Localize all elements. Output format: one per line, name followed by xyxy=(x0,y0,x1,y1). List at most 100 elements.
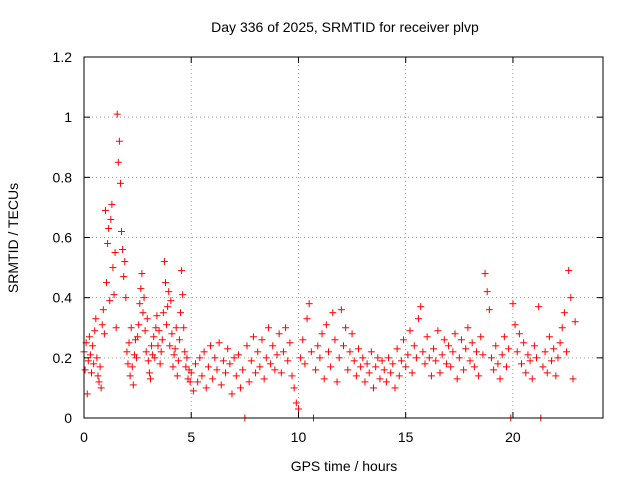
data-point xyxy=(167,297,175,305)
data-point xyxy=(89,342,97,350)
data-point xyxy=(151,354,159,362)
data-point xyxy=(178,267,186,275)
data-point xyxy=(502,363,510,371)
data-point xyxy=(277,369,285,377)
data-point xyxy=(417,303,425,311)
data-point xyxy=(470,363,478,371)
data-point xyxy=(288,372,296,380)
data-point xyxy=(209,375,217,383)
data-point xyxy=(219,357,227,365)
data-point xyxy=(148,342,156,350)
data-point xyxy=(116,179,124,187)
y-tick-label: 0.8 xyxy=(53,169,73,185)
data-point xyxy=(165,288,173,296)
data-point xyxy=(348,330,356,338)
data-point xyxy=(128,363,136,371)
data-point xyxy=(483,288,491,296)
y-axis-label: SRMTID / TECUs xyxy=(5,183,21,293)
data-point xyxy=(548,357,556,365)
data-point xyxy=(163,321,171,329)
data-point xyxy=(292,399,300,407)
data-point xyxy=(372,363,380,371)
data-point xyxy=(252,369,260,377)
data-point xyxy=(107,215,115,223)
data-point xyxy=(84,357,92,365)
data-point xyxy=(120,273,128,281)
y-tick-label: 0 xyxy=(64,410,72,426)
data-point xyxy=(183,354,191,362)
data-point xyxy=(554,354,562,362)
data-point xyxy=(126,372,134,380)
data-point xyxy=(194,378,202,386)
data-point xyxy=(410,342,418,350)
data-point xyxy=(138,270,146,278)
data-point xyxy=(415,315,423,323)
data-point xyxy=(243,342,251,350)
data-point xyxy=(552,372,560,380)
data-point xyxy=(204,363,212,371)
data-point xyxy=(472,348,480,356)
data-point xyxy=(271,366,279,374)
data-point xyxy=(539,363,547,371)
x-tick-label: 0 xyxy=(80,429,88,445)
data-point xyxy=(543,369,551,377)
data-point xyxy=(182,363,190,371)
data-point xyxy=(86,351,94,359)
data-point xyxy=(156,360,164,368)
data-point xyxy=(103,279,111,287)
data-point xyxy=(213,366,221,374)
data-point xyxy=(333,378,341,386)
data-point xyxy=(400,336,408,344)
data-point xyxy=(95,378,103,386)
data-point xyxy=(318,330,326,338)
x-tick-label: 10 xyxy=(291,429,307,445)
data-point xyxy=(391,384,399,392)
data-point xyxy=(361,378,369,386)
data-point xyxy=(342,324,350,332)
data-point xyxy=(335,354,343,362)
data-point xyxy=(100,330,108,338)
data-point xyxy=(215,339,223,347)
data-point xyxy=(518,360,526,368)
data-point xyxy=(146,375,154,383)
data-point xyxy=(569,375,577,383)
data-point xyxy=(329,309,337,317)
data-point xyxy=(160,258,168,266)
y-tick-labels: 0 0.2 0.4 0.6 0.8 1 1.2 xyxy=(53,49,73,426)
data-point xyxy=(526,357,534,365)
data-point xyxy=(438,351,446,359)
data-point xyxy=(181,348,189,356)
data-point xyxy=(524,351,532,359)
data-point xyxy=(202,384,210,392)
data-point xyxy=(466,357,474,365)
data-point xyxy=(217,381,225,389)
data-point xyxy=(192,360,200,368)
data-point xyxy=(322,321,330,329)
data-point xyxy=(222,369,230,377)
data-point xyxy=(94,372,102,380)
data-point xyxy=(174,357,182,365)
data-point xyxy=(267,360,275,368)
data-point xyxy=(385,354,393,362)
data-point xyxy=(408,369,416,377)
data-point xyxy=(324,348,332,356)
data-point xyxy=(397,357,405,365)
data-point xyxy=(105,224,113,232)
data-point xyxy=(114,158,122,166)
data-point xyxy=(256,363,264,371)
data-point xyxy=(282,324,290,332)
data-point xyxy=(98,321,106,329)
data-point xyxy=(494,360,502,368)
data-point xyxy=(230,354,238,362)
data-point xyxy=(139,309,147,317)
data-point xyxy=(498,351,506,359)
data-point xyxy=(136,300,144,308)
data-point xyxy=(169,363,177,371)
data-point xyxy=(346,348,354,356)
data-point xyxy=(331,336,339,344)
data-point xyxy=(528,375,536,383)
data-point xyxy=(118,227,126,235)
data-point xyxy=(535,303,543,311)
data-point xyxy=(297,354,305,362)
data-point xyxy=(101,206,109,214)
